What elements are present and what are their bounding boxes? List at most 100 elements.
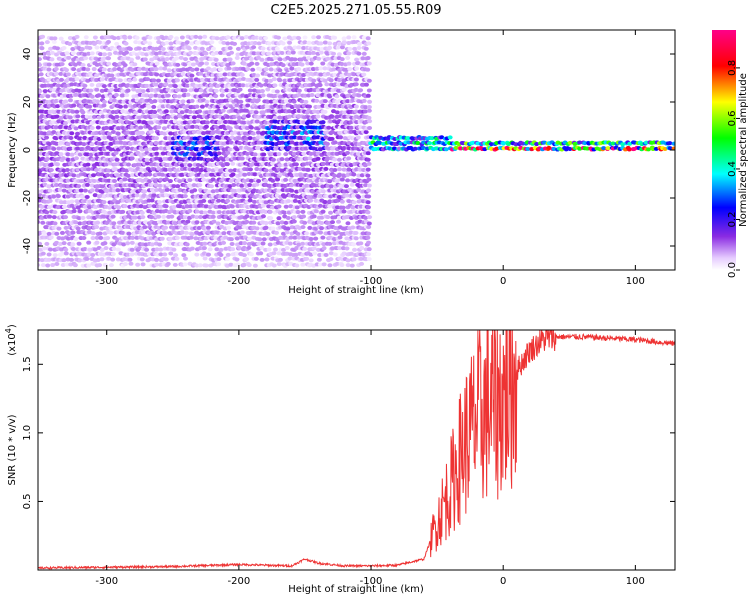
spectrogram-cell bbox=[113, 150, 119, 155]
spectrogram-cell bbox=[183, 57, 189, 62]
spectrogram-cell bbox=[312, 251, 318, 256]
spectrogram-cell bbox=[163, 136, 169, 141]
spectrogram-cell bbox=[332, 167, 338, 172]
spectrogram-cell bbox=[218, 73, 224, 78]
spectrogram-cell bbox=[254, 226, 260, 231]
spectrogram-cell bbox=[170, 104, 176, 109]
spectrogram-cell bbox=[319, 226, 325, 231]
spectrogram-cell bbox=[299, 99, 305, 104]
spectrogram-cell bbox=[44, 135, 50, 140]
spectrogram-cell bbox=[229, 50, 235, 55]
spectrogram-cell bbox=[88, 88, 94, 93]
spectrogram-cell bbox=[353, 104, 359, 109]
spectrogram-cell bbox=[167, 179, 173, 184]
spectrogram-cell bbox=[69, 152, 75, 157]
spectrogram-cell bbox=[154, 72, 160, 77]
spectrogram-cell bbox=[267, 242, 273, 247]
spectrogram-cell bbox=[276, 35, 282, 40]
spectrogram-cell bbox=[122, 35, 128, 40]
spectrogram-cell bbox=[276, 188, 282, 193]
spectrogram-cell bbox=[349, 263, 355, 268]
spectrogram-cell bbox=[193, 236, 199, 241]
spectrogram-cell bbox=[193, 34, 199, 39]
spectrogram-cell bbox=[54, 231, 60, 236]
spectrogram-cell bbox=[225, 41, 231, 46]
spectrogram-cell bbox=[135, 55, 141, 60]
spectrogram-cell bbox=[149, 242, 155, 247]
spectrogram-cell bbox=[71, 103, 77, 108]
spectrogram-cell bbox=[194, 104, 200, 109]
spectrogram-cell bbox=[114, 114, 120, 119]
spectrogram-cell bbox=[108, 94, 114, 99]
spectrogram-cell bbox=[67, 146, 73, 151]
spectrogram-cell bbox=[68, 136, 74, 141]
spectrogram-cell bbox=[38, 135, 42, 140]
spectrogram-cell bbox=[197, 263, 203, 268]
spectrogram-cell bbox=[148, 126, 154, 131]
spectrogram-cell bbox=[94, 235, 100, 240]
spectrogram-cell bbox=[89, 94, 95, 99]
spectrogram-cell bbox=[179, 230, 185, 235]
spectrogram-cell bbox=[38, 220, 41, 225]
spectrogram-cell bbox=[186, 46, 192, 51]
spectrogram-cell bbox=[163, 204, 169, 209]
spectrogram-cell bbox=[172, 94, 178, 99]
spectrogram-cell bbox=[261, 152, 267, 157]
spectrogram-cell bbox=[282, 36, 288, 41]
spectrogram-cell bbox=[90, 231, 96, 236]
spectrogram-cell bbox=[115, 131, 121, 136]
spectrogram-cell bbox=[290, 50, 296, 55]
spectrogram-cell bbox=[176, 94, 182, 99]
spectrogram-cell bbox=[165, 93, 171, 98]
spectrogram-cell bbox=[65, 72, 71, 77]
spectrogram-cell bbox=[154, 262, 160, 267]
spectrogram-cell bbox=[61, 241, 67, 246]
spectrogram-cell bbox=[136, 40, 142, 45]
spectrogram-cell bbox=[44, 40, 50, 45]
spectrogram-cell bbox=[46, 231, 52, 236]
spectrogram-cell bbox=[225, 198, 231, 203]
spectrogram-cell bbox=[182, 88, 188, 93]
spectrogram-cell bbox=[267, 209, 273, 214]
spectrogram-cell bbox=[112, 179, 118, 184]
spectrogram-cell bbox=[351, 257, 357, 262]
spectrogram-cell bbox=[82, 247, 88, 252]
spectrogram-cell bbox=[284, 230, 290, 235]
spectrogram-cell bbox=[277, 57, 283, 62]
spectrogram-cell bbox=[92, 35, 98, 40]
spectrogram-cell bbox=[248, 252, 254, 257]
spectrogram-cell bbox=[307, 156, 313, 161]
spectrogram-cell bbox=[307, 225, 313, 230]
spectrogram-cell bbox=[291, 35, 297, 40]
spectrogram-cell bbox=[94, 240, 100, 245]
spectrogram-cell bbox=[285, 199, 291, 204]
spectrogram-cell bbox=[231, 214, 237, 219]
spectrogram-cell bbox=[204, 120, 210, 125]
spectrogram-cell bbox=[317, 252, 323, 257]
spectrogram-cell bbox=[49, 50, 55, 55]
spectrogram-cell bbox=[232, 41, 238, 46]
spectrogram-cell bbox=[227, 126, 233, 131]
spectrogram-cell bbox=[279, 168, 285, 173]
spectrogram-cell bbox=[276, 152, 282, 157]
spectrogram-cell bbox=[281, 194, 287, 199]
spectrogram-cell bbox=[190, 124, 196, 129]
spectrogram-cell bbox=[317, 83, 323, 88]
spectrogram-cell bbox=[175, 184, 181, 189]
spectrogram-cell bbox=[168, 34, 174, 39]
spectrogram-cell bbox=[74, 109, 80, 114]
spectrogram-cell bbox=[295, 231, 301, 236]
spectrogram-cell bbox=[228, 140, 234, 145]
spectrogram-cell bbox=[39, 41, 45, 46]
spectrogram-cell bbox=[197, 183, 203, 188]
spectrogram-cell bbox=[92, 247, 98, 252]
spectrogram-cell bbox=[331, 67, 337, 72]
spectrogram-cell bbox=[38, 72, 44, 77]
spectrogram-cell bbox=[351, 172, 357, 177]
spectrogram-cell bbox=[108, 263, 114, 268]
spectrogram-cell bbox=[163, 177, 169, 182]
spectrogram-cell bbox=[143, 147, 149, 152]
spectrogram-cell bbox=[351, 242, 357, 247]
spectrogram-cell bbox=[199, 210, 205, 215]
